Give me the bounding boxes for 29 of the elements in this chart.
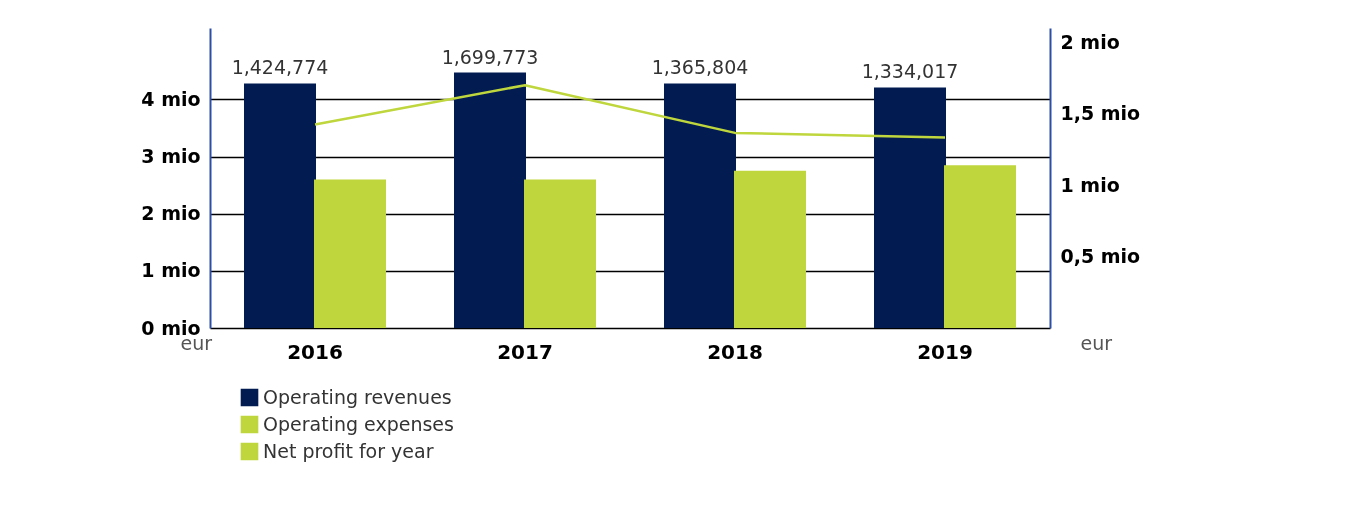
- annotation: 1,334,017: [861, 60, 959, 83]
- bar: [944, 165, 1016, 328]
- bar: [314, 179, 386, 328]
- x-tick-label: 2016: [287, 339, 343, 364]
- legend-label: Net profit for year: [263, 439, 434, 462]
- x-tick-label: 2018: [707, 339, 763, 364]
- annotation: 1,699,773: [441, 45, 539, 68]
- line-series: [313, 83, 947, 139]
- y2-tick-label: 1,5 mio: [1060, 102, 1141, 125]
- y-tick-label: 2 mio: [141, 202, 201, 225]
- bar: [664, 83, 736, 328]
- annotation: 1,424,774: [231, 56, 329, 79]
- y-tick-label: 1 mio: [141, 259, 201, 282]
- bar: [734, 170, 806, 328]
- annotation: 1,365,804: [651, 56, 749, 79]
- y2-tick-label: 1 mio: [1060, 173, 1120, 196]
- x-tick-label: 2017: [497, 339, 553, 364]
- legend-label: Operating expenses: [263, 412, 454, 435]
- y2-tick-label: 0,5 mio: [1060, 245, 1141, 268]
- legend-label: Operating revenues: [263, 385, 452, 408]
- bar: [524, 179, 596, 328]
- y2-axis-title: eur: [1080, 331, 1113, 354]
- y-tick-label: 3 mio: [141, 145, 201, 168]
- bar: [244, 83, 316, 328]
- y-tick-label: 4 mio: [141, 87, 201, 110]
- x-tick-label: 2019: [917, 339, 973, 364]
- y2-tick-label: 2 mio: [1060, 30, 1120, 53]
- bar: [454, 72, 526, 328]
- bar: [874, 87, 946, 328]
